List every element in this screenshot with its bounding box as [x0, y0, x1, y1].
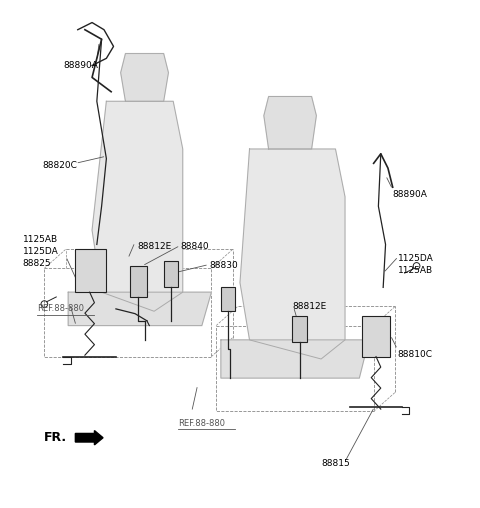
Text: 88815: 88815 — [321, 459, 350, 468]
Bar — [75, 249, 107, 292]
Polygon shape — [264, 97, 316, 149]
Text: 88820C: 88820C — [42, 161, 77, 170]
Text: 1125AB: 1125AB — [397, 266, 432, 275]
Text: 88812E: 88812E — [137, 242, 172, 251]
Bar — [292, 316, 307, 342]
Text: 88890A: 88890A — [63, 61, 98, 70]
Text: 88812E: 88812E — [292, 302, 327, 311]
Text: 88830: 88830 — [209, 262, 238, 270]
Text: FR.: FR. — [44, 431, 68, 444]
Bar — [362, 316, 390, 357]
Polygon shape — [240, 149, 345, 359]
Polygon shape — [92, 101, 183, 311]
Polygon shape — [120, 53, 168, 101]
Bar — [130, 266, 147, 297]
Bar — [221, 288, 235, 311]
Polygon shape — [221, 340, 369, 378]
Text: 1125AB: 1125AB — [23, 235, 58, 244]
Text: 88890A: 88890A — [393, 190, 428, 199]
Text: REF.88-880: REF.88-880 — [178, 419, 225, 428]
Text: 88825: 88825 — [23, 259, 51, 268]
Text: 1125DA: 1125DA — [23, 247, 59, 256]
Text: 1125DA: 1125DA — [397, 255, 433, 263]
Bar — [164, 261, 178, 288]
FancyArrow shape — [75, 431, 103, 445]
Text: REF.88-880: REF.88-880 — [37, 304, 84, 313]
Text: 88810C: 88810C — [397, 350, 432, 359]
Text: 88840: 88840 — [180, 242, 209, 251]
Polygon shape — [68, 292, 211, 326]
